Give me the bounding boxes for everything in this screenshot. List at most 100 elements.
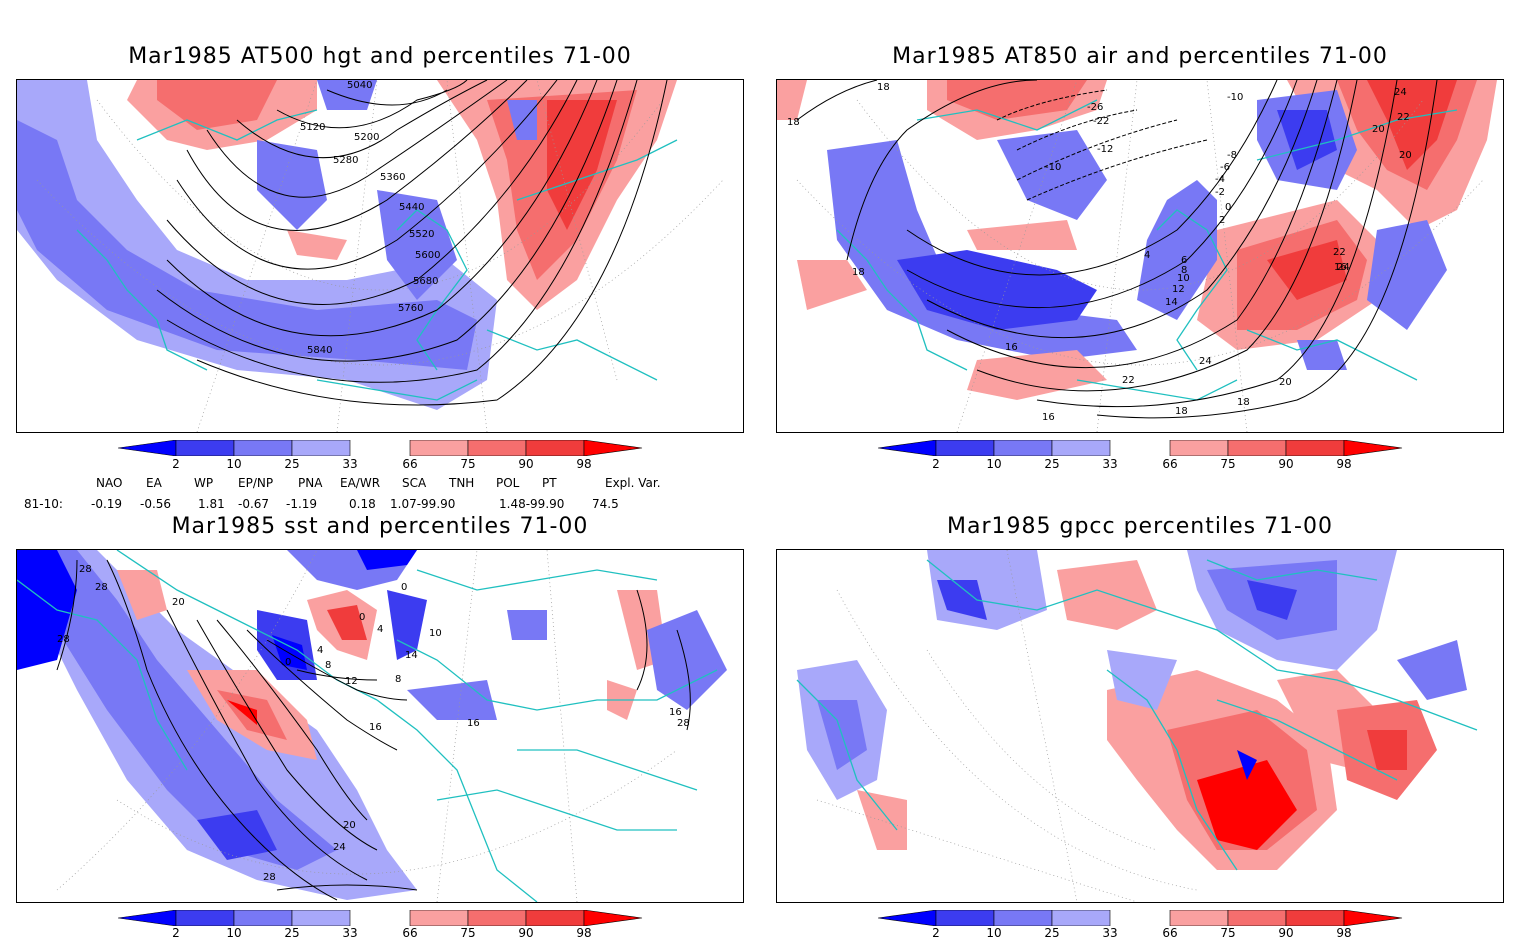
contour-label: 0 — [401, 582, 407, 593]
contour-labels: 18 18 -10 -26 -22 -12 -10 -8 -6 -4 -2 0 … — [787, 82, 1412, 423]
colorbar-label: 98 — [1336, 457, 1352, 471]
contour-label: 18 — [877, 82, 890, 93]
colorbar-label: 10 — [226, 457, 242, 471]
panel-title-sst: Mar1985 sst and percentiles 71-00 — [171, 514, 589, 539]
colorbar-label: 98 — [576, 926, 592, 940]
contour-label: -10 — [1045, 162, 1061, 173]
index-value: -0.67 — [238, 497, 270, 511]
colorbar-label: 75 — [460, 457, 476, 471]
contour-label: -26 — [1087, 102, 1103, 113]
contour-label: 10 — [1177, 273, 1190, 284]
contour-label: 22 — [1122, 375, 1135, 386]
contour-label: 5520 — [409, 229, 434, 240]
index-header: SCA — [402, 476, 427, 490]
contour-label: 28 — [95, 582, 108, 593]
lat-lon-grid — [816, 550, 1198, 902]
colorbar-gpcc — [877, 909, 1403, 927]
colorbar-label: 66 — [402, 926, 418, 940]
coastlines — [76, 109, 678, 401]
colorbar-label: 33 — [1102, 457, 1118, 471]
contour-label: 16 — [467, 718, 480, 729]
contour-label: 24 — [1337, 262, 1350, 273]
colorbar-label: 75 — [1220, 457, 1236, 471]
contour-label: -2 — [1215, 187, 1225, 198]
percentile-shading — [777, 80, 1497, 400]
index-value: 1.48-99.90 — [499, 497, 565, 511]
colorbar-sst-svg — [117, 909, 643, 927]
colorbar-label: 75 — [460, 926, 476, 940]
contour-label: 14 — [405, 650, 418, 661]
colorbar-gpcc-svg — [877, 909, 1403, 927]
colorbar-air-svg — [877, 439, 1403, 457]
index-header: WP — [194, 476, 214, 490]
contour-label: 5760 — [398, 303, 423, 314]
contour-label: 10 — [429, 628, 442, 639]
colorbar-label: 25 — [284, 457, 300, 471]
colorbar-label: 66 — [1162, 457, 1178, 471]
map-air-canvas: 18 18 -10 -26 -22 -12 -10 -8 -6 -4 -2 0 … — [777, 80, 1497, 432]
contour-label: 24 — [333, 842, 346, 853]
colorbar-label: 90 — [518, 926, 534, 940]
contour-label: 28 — [677, 718, 690, 729]
colorbar-label: 98 — [576, 457, 592, 471]
contour-label: 18 — [1175, 406, 1188, 417]
contour-label: 8 — [395, 674, 401, 685]
contour-label: 24 — [1199, 356, 1212, 367]
contour-labels: 5040 5120 5200 5280 5360 5440 5520 5600 … — [300, 80, 440, 356]
percentile-shading — [797, 550, 1467, 870]
index-header: PT — [542, 476, 557, 490]
contour-label: 20 — [343, 820, 356, 831]
colorbar-label: 25 — [1044, 926, 1060, 940]
contour-label: -4 — [1215, 174, 1225, 185]
contour-label: -8 — [1227, 150, 1237, 161]
index-value: -0.19 — [91, 497, 123, 511]
contour-label: 28 — [263, 872, 276, 883]
colorbar-label: 10 — [226, 926, 242, 940]
panel-title-air: Mar1985 AT850 air and percentiles 71-00 — [892, 44, 1388, 69]
map-hgt-canvas: 5040 5120 5200 5280 5360 5440 5520 5600 … — [17, 80, 724, 432]
colorbar-label: 2 — [172, 926, 180, 940]
lat-lon-grid — [56, 550, 678, 902]
temperature-contours — [796, 80, 1438, 419]
index-header: EP/NP — [238, 476, 274, 490]
contour-label: 0 — [359, 612, 365, 623]
contour-label: 18 — [852, 267, 865, 278]
colorbar-label: 90 — [1278, 926, 1294, 940]
colorbar-hgt — [117, 439, 643, 457]
contour-label: 5120 — [300, 122, 325, 133]
map-gpcc — [776, 549, 1504, 903]
contour-label: 5200 — [354, 132, 379, 143]
contour-label: 18 — [787, 117, 800, 128]
contour-label: 18 — [1237, 397, 1250, 408]
contour-label: 20 — [1399, 150, 1412, 161]
colorbar-label: 2 — [932, 457, 940, 471]
contour-label: 5840 — [307, 345, 332, 356]
map-hgt: 5040 5120 5200 5280 5360 5440 5520 5600 … — [16, 79, 744, 433]
colorbar-label: 75 — [1220, 926, 1236, 940]
contour-label: 20 — [1279, 377, 1292, 388]
colorbar-label: 33 — [342, 457, 358, 471]
contour-label: 28 — [57, 634, 70, 645]
index-value: -1.19 — [286, 497, 318, 511]
contour-label: 12 — [1172, 284, 1185, 295]
contour-label: 4 — [317, 645, 323, 656]
contour-label: -22 — [1093, 116, 1109, 127]
index-value: -0.56 — [140, 497, 172, 511]
colorbar-label: 2 — [932, 926, 940, 940]
index-value: 74.5 — [592, 497, 619, 511]
index-header: EA/WR — [340, 476, 381, 490]
contour-label: 16 — [669, 707, 682, 718]
contour-label: -12 — [1097, 144, 1113, 155]
contour-label: 22 — [1333, 247, 1346, 258]
contour-label: 24 — [1394, 87, 1407, 98]
contour-label: 8 — [1181, 265, 1187, 276]
colorbar-label: 2 — [172, 457, 180, 471]
contour-label: 5040 — [347, 80, 372, 91]
colorbar-label: 33 — [342, 926, 358, 940]
colorbar-label: 98 — [1336, 926, 1352, 940]
contour-label: 16 — [369, 722, 382, 733]
coastlines — [796, 559, 1478, 871]
contour-label: 12 — [345, 676, 358, 687]
contour-label: 22 — [1397, 112, 1410, 123]
contour-label: 5440 — [399, 202, 424, 213]
